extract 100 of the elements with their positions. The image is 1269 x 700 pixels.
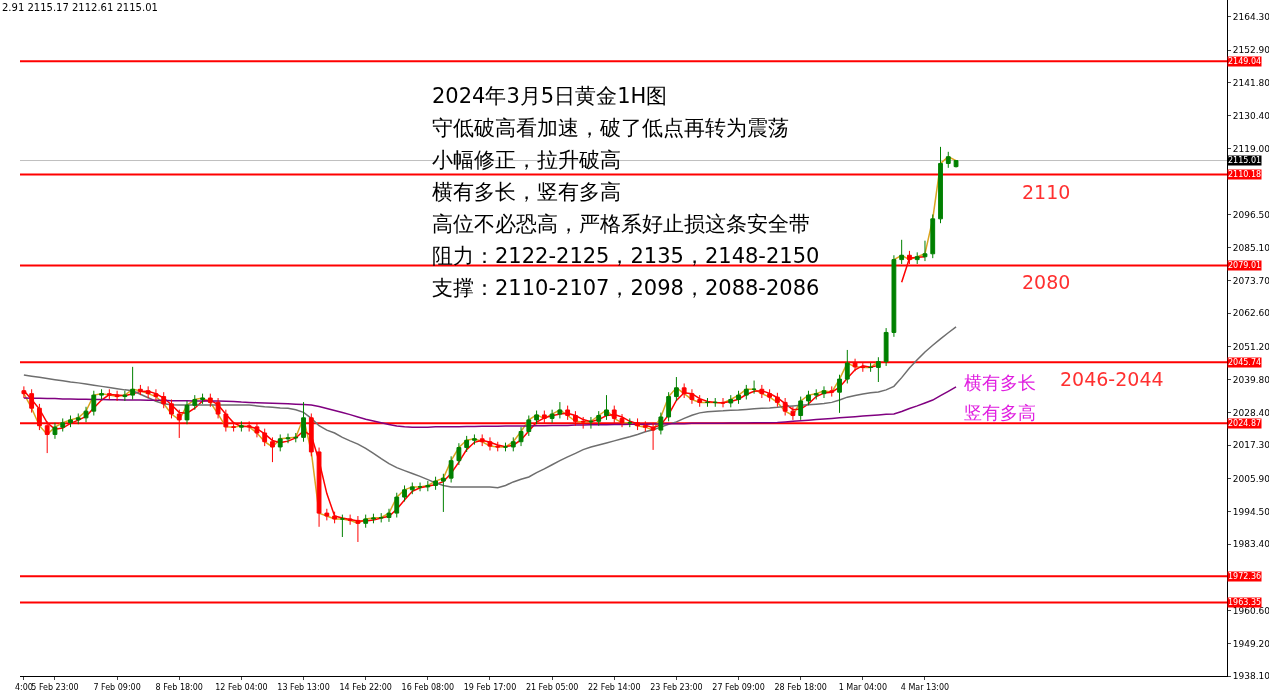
candlestick bbox=[448, 455, 454, 484]
candlestick bbox=[402, 484, 407, 502]
x-tick-label: 22 Feb 14:00 bbox=[588, 682, 641, 692]
y-tick-label: 1983.40 bbox=[1232, 539, 1269, 550]
y-tick-label: 1938.10 bbox=[1232, 671, 1269, 682]
x-tick-label: 4 Mar 13:00 bbox=[900, 682, 950, 692]
candlestick bbox=[386, 508, 392, 523]
candlestick bbox=[68, 415, 73, 428]
line-series bbox=[23, 326, 957, 489]
candlestick bbox=[425, 480, 431, 492]
y-tick-label: 1949.20 bbox=[1232, 638, 1269, 649]
y-tick-label: 2130.40 bbox=[1232, 110, 1269, 121]
candlestick bbox=[122, 390, 128, 402]
y-tick-label: 2062.60 bbox=[1232, 308, 1269, 319]
candlestick bbox=[705, 397, 710, 408]
annotation: 横有多长，竖有多高 bbox=[432, 180, 621, 204]
annotation: 小幅修正，拉升破高 bbox=[432, 148, 621, 172]
candlestick bbox=[75, 412, 81, 425]
candlestick bbox=[604, 394, 609, 421]
candlestick bbox=[52, 422, 58, 440]
ref-line-label: 2110.18 bbox=[1228, 170, 1262, 179]
candlestick bbox=[798, 396, 804, 421]
candlestick bbox=[837, 374, 842, 414]
candlestick bbox=[627, 417, 633, 428]
candlestick bbox=[293, 432, 299, 443]
y-tick-label: 2005.90 bbox=[1232, 473, 1269, 484]
candlestick bbox=[153, 388, 159, 402]
candlestick bbox=[883, 327, 889, 367]
candlestick bbox=[456, 442, 462, 466]
x-tick-label: 5 Feb 23:00 bbox=[31, 682, 79, 692]
candlestick bbox=[557, 401, 563, 419]
y-tick-label: 2141.80 bbox=[1232, 77, 1269, 88]
candlestick bbox=[565, 405, 571, 421]
candlestick bbox=[510, 436, 516, 452]
y-tick-label: 2096.50 bbox=[1232, 209, 1269, 220]
candlestick bbox=[891, 254, 897, 338]
candlestick bbox=[526, 415, 532, 437]
text: 竖有多高 bbox=[964, 402, 1036, 423]
y-tick-label: 2039.80 bbox=[1232, 374, 1269, 385]
candlestick bbox=[464, 435, 470, 453]
candlestick bbox=[277, 433, 283, 452]
candlestick bbox=[200, 393, 205, 405]
annotation: 2046-2044 bbox=[1060, 368, 1164, 390]
candlestick bbox=[736, 390, 741, 405]
x-tick-label: 23 Feb 23:00 bbox=[650, 682, 703, 692]
ref-line-label: 1972.36 bbox=[1228, 572, 1262, 581]
annotation: 2.91 2115.17 2112.61 2115.01 bbox=[2, 2, 158, 13]
candlestick bbox=[774, 392, 780, 408]
candlestick bbox=[440, 473, 446, 513]
x-tick-label: 12 Feb 04:00 bbox=[215, 682, 268, 692]
candlestick bbox=[270, 436, 275, 463]
candlestick bbox=[953, 159, 959, 169]
candlestick bbox=[938, 146, 943, 224]
candlestick bbox=[169, 398, 174, 419]
candlestick bbox=[301, 401, 306, 443]
candlestick bbox=[285, 433, 291, 444]
candlestick bbox=[363, 514, 369, 529]
y-tick-label: 2119.00 bbox=[1232, 144, 1269, 155]
candlestick bbox=[914, 251, 920, 265]
candlestick bbox=[518, 426, 524, 447]
candlestick bbox=[930, 213, 936, 259]
candlestick bbox=[145, 385, 151, 399]
y-tick-label: 2028.40 bbox=[1232, 408, 1269, 419]
candlestick bbox=[689, 388, 695, 405]
y-tick-label: 2051.20 bbox=[1232, 341, 1269, 352]
y-tick-label: 2017.30 bbox=[1232, 440, 1269, 451]
candlestick bbox=[681, 382, 687, 399]
ref-line-label: 2149.04 bbox=[1228, 57, 1262, 66]
annotation: 支撑：2110-2107，2098，2088-2086 bbox=[432, 276, 820, 300]
candlestick bbox=[60, 417, 66, 433]
candlestick bbox=[728, 394, 734, 408]
candlestick bbox=[922, 240, 928, 262]
candlestick bbox=[790, 406, 796, 421]
candlestick bbox=[184, 400, 190, 425]
candlestick bbox=[821, 385, 827, 399]
candlestick bbox=[720, 397, 726, 408]
candlestick bbox=[409, 482, 415, 495]
x-tick-label: 8 Feb 18:00 bbox=[155, 682, 203, 692]
candlestick bbox=[106, 388, 112, 400]
candlestick bbox=[674, 376, 679, 402]
candlestick bbox=[503, 442, 508, 452]
x-tick-label: 7 Feb 09:00 bbox=[93, 682, 141, 692]
candlestick bbox=[945, 151, 951, 169]
x-tick-label: 28 Feb 18:00 bbox=[774, 682, 827, 692]
candlestick bbox=[472, 433, 477, 446]
candlestick bbox=[91, 390, 97, 417]
candlestick bbox=[759, 384, 765, 399]
candlestick bbox=[262, 428, 268, 447]
candlestick bbox=[712, 397, 718, 408]
annotation: 守低破高看加速，破了低点再转为震荡 bbox=[432, 116, 789, 140]
y-tick-label: 2152.90 bbox=[1232, 45, 1269, 56]
annotation: 阻力：2122-2125，2135，2148-2150 bbox=[432, 244, 820, 268]
annotation: 高位不必恐高，严格系好止损这条安全带 bbox=[432, 212, 810, 236]
x-tick-label: 13 Feb 13:00 bbox=[277, 682, 330, 692]
candlestick bbox=[782, 397, 788, 417]
ref-line-label: 2115.01 bbox=[1228, 156, 1262, 165]
candlestick bbox=[495, 441, 501, 452]
candlestick bbox=[479, 433, 485, 447]
candlestick bbox=[549, 409, 555, 424]
candlestick bbox=[596, 410, 602, 427]
